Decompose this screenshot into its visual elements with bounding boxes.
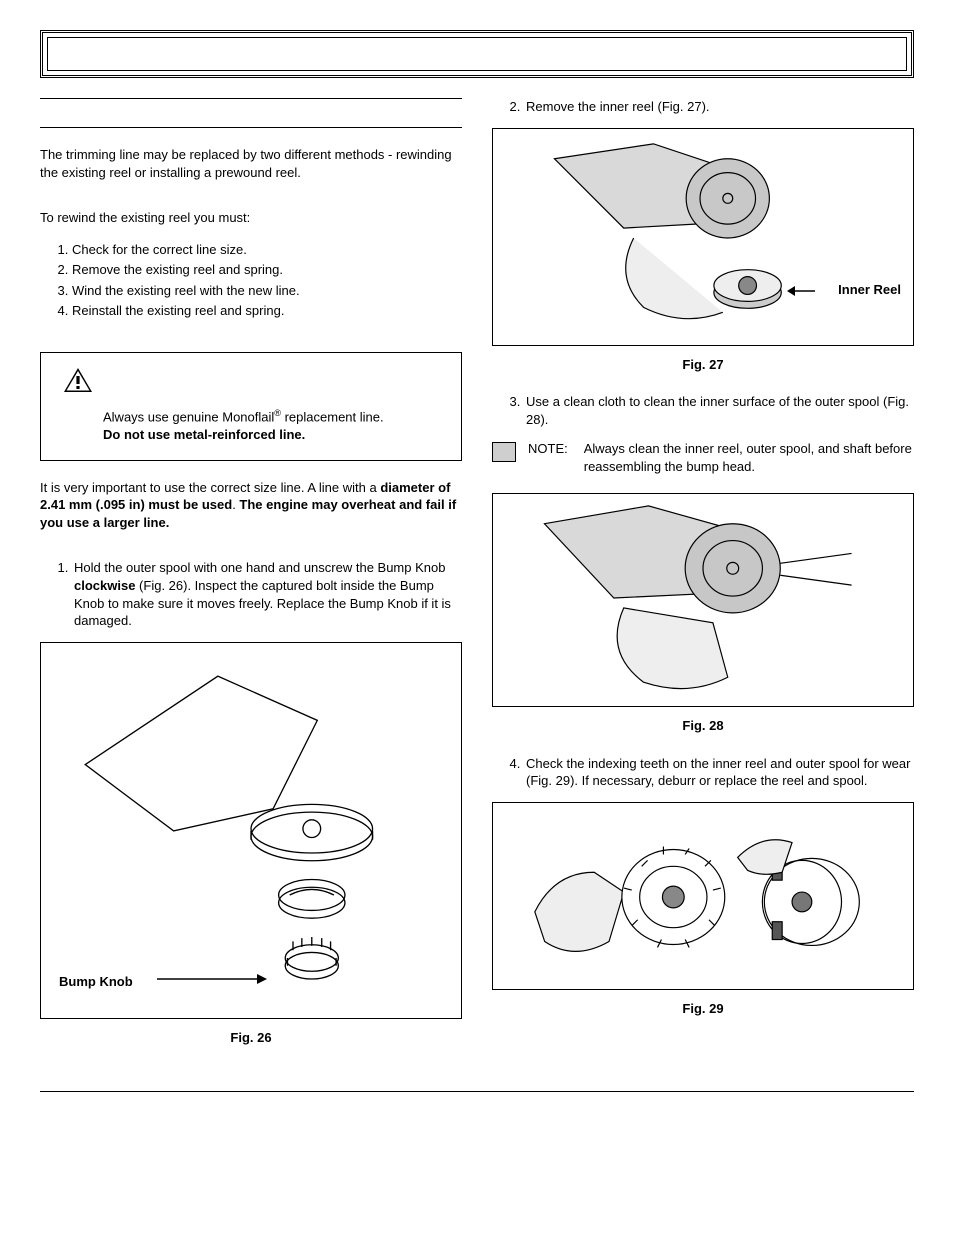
fig27-label: Inner Reel (838, 281, 901, 299)
warning-line1-pre: Always use genuine Monoflail (103, 410, 274, 425)
intro-paragraph: The trimming line may be replaced by two… (40, 146, 462, 181)
step-3: Use a clean cloth to clean the inner sur… (524, 393, 914, 428)
size-pre: It is very important to use the correct … (40, 480, 380, 495)
fig26-caption: Fig. 26 (40, 1029, 462, 1047)
section-heading-rule (40, 98, 462, 128)
step-3-list: Use a clean cloth to clean the inner sur… (492, 393, 914, 428)
fig26-arrow (157, 972, 267, 991)
step-2-list: Remove the inner reel (Fig. 27). (492, 98, 914, 116)
step-4: Check the indexing teeth on the inner re… (524, 755, 914, 790)
page-footer-rule (40, 1091, 914, 1092)
step1-pre: Hold the outer spool with one hand and u… (74, 560, 445, 575)
warning-text: Always use genuine Monoflail® replacemen… (57, 407, 445, 443)
warning-line1-post: replacement line. (281, 410, 384, 425)
fig27-caption: Fig. 27 (492, 356, 914, 374)
step1-bold: clockwise (74, 578, 135, 593)
rewind-intro: To rewind the existing reel you must: (40, 209, 462, 227)
fig26-illustration (41, 643, 461, 1019)
rewind-step: Check for the correct line size. (72, 241, 462, 259)
two-column-layout: The trimming line may be replaced by two… (40, 98, 914, 1067)
fig28-illustration (493, 494, 913, 706)
left-column: The trimming line may be replaced by two… (40, 98, 462, 1067)
rewind-steps-list: Check for the correct line size. Remove … (40, 241, 462, 320)
warning-line2: Do not use metal-reinforced line. (103, 427, 305, 442)
fig29-caption: Fig. 29 (492, 1000, 914, 1018)
figure-29 (492, 802, 914, 990)
warning-icon (63, 367, 93, 393)
figure-26: Bump Knob (40, 642, 462, 1020)
note-icon (492, 442, 516, 462)
note-label: NOTE: (528, 440, 572, 458)
step-4-list: Check the indexing teeth on the inner re… (492, 755, 914, 790)
registered-mark: ® (274, 408, 281, 418)
right-column: Remove the inner reel (Fig. 27). Inner R… (492, 98, 914, 1067)
fig29-illustration (493, 803, 913, 989)
step-1: Hold the outer spool with one hand and u… (72, 559, 462, 629)
step-2: Remove the inner reel (Fig. 27). (524, 98, 914, 116)
rewind-step: Reinstall the existing reel and spring. (72, 302, 462, 320)
note-block: NOTE: Always clean the inner reel, outer… (492, 440, 914, 475)
fig27-illustration (493, 129, 913, 345)
page-header-frame (40, 30, 914, 78)
fig28-caption: Fig. 28 (492, 717, 914, 735)
removal-steps-left: Hold the outer spool with one hand and u… (40, 559, 462, 629)
warning-box: Always use genuine Monoflail® replacemen… (40, 352, 462, 461)
figure-27: Inner Reel (492, 128, 914, 346)
figure-28 (492, 493, 914, 707)
fig26-label: Bump Knob (59, 973, 133, 991)
note-text: Always clean the inner reel, outer spool… (584, 440, 914, 475)
fig27-arrow (787, 284, 815, 302)
line-size-paragraph: It is very important to use the correct … (40, 479, 462, 532)
rewind-step: Remove the existing reel and spring. (72, 261, 462, 279)
rewind-step: Wind the existing reel with the new line… (72, 282, 462, 300)
